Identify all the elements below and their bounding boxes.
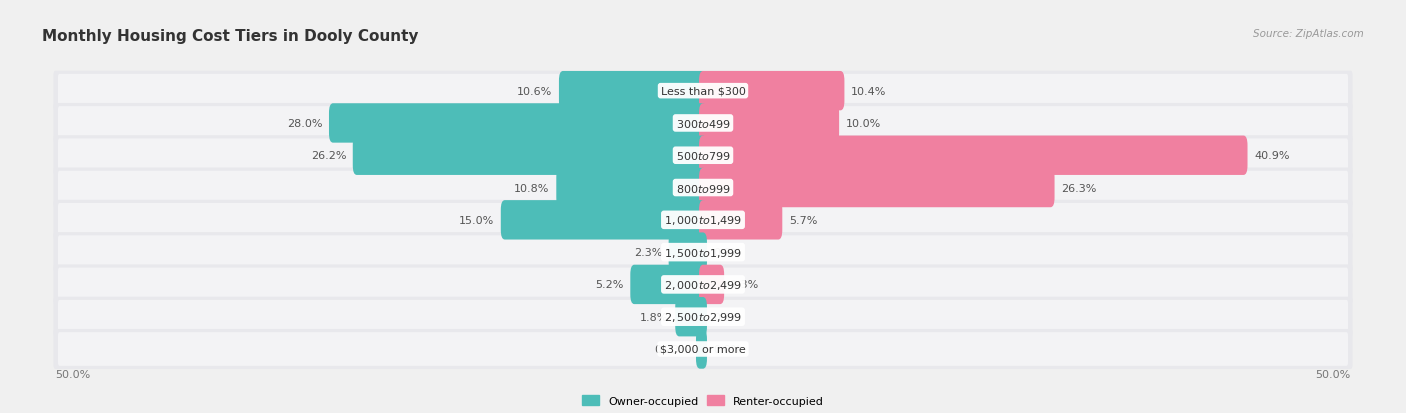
Text: 10.8%: 10.8% <box>515 183 550 193</box>
FancyBboxPatch shape <box>675 297 707 337</box>
FancyBboxPatch shape <box>560 72 707 111</box>
Text: 10.6%: 10.6% <box>517 86 553 96</box>
FancyBboxPatch shape <box>699 136 1247 176</box>
Text: 15.0%: 15.0% <box>458 215 494 225</box>
FancyBboxPatch shape <box>699 169 1054 208</box>
FancyBboxPatch shape <box>58 236 1348 269</box>
Text: 0.0%: 0.0% <box>714 344 742 354</box>
FancyBboxPatch shape <box>58 139 1348 173</box>
FancyBboxPatch shape <box>699 201 782 240</box>
FancyBboxPatch shape <box>53 233 1353 273</box>
FancyBboxPatch shape <box>53 104 1353 144</box>
FancyBboxPatch shape <box>58 268 1348 301</box>
Text: 26.3%: 26.3% <box>1062 183 1097 193</box>
Text: 50.0%: 50.0% <box>1316 369 1351 379</box>
Text: $1,500 to $1,999: $1,500 to $1,999 <box>664 246 742 259</box>
FancyBboxPatch shape <box>53 297 1353 337</box>
FancyBboxPatch shape <box>58 107 1348 140</box>
Text: 5.7%: 5.7% <box>789 215 817 225</box>
Text: $2,500 to $2,999: $2,500 to $2,999 <box>664 311 742 323</box>
Text: $3,000 or more: $3,000 or more <box>661 344 745 354</box>
Text: $300 to $499: $300 to $499 <box>675 118 731 130</box>
FancyBboxPatch shape <box>353 136 707 176</box>
FancyBboxPatch shape <box>53 329 1353 369</box>
FancyBboxPatch shape <box>699 72 845 111</box>
FancyBboxPatch shape <box>557 169 707 208</box>
Text: Source: ZipAtlas.com: Source: ZipAtlas.com <box>1253 29 1364 39</box>
FancyBboxPatch shape <box>699 265 724 304</box>
Text: Monthly Housing Cost Tiers in Dooly County: Monthly Housing Cost Tiers in Dooly Coun… <box>42 29 419 44</box>
FancyBboxPatch shape <box>53 265 1353 305</box>
Text: $800 to $999: $800 to $999 <box>675 182 731 194</box>
FancyBboxPatch shape <box>630 265 707 304</box>
Text: 40.9%: 40.9% <box>1254 151 1289 161</box>
Text: 5.2%: 5.2% <box>595 280 624 290</box>
Text: 1.3%: 1.3% <box>731 280 759 290</box>
Text: 2.3%: 2.3% <box>634 247 662 257</box>
Text: 28.0%: 28.0% <box>287 119 322 128</box>
Text: 1.8%: 1.8% <box>640 312 669 322</box>
Text: 10.4%: 10.4% <box>851 86 886 96</box>
FancyBboxPatch shape <box>699 104 839 143</box>
Legend: Owner-occupied, Renter-occupied: Owner-occupied, Renter-occupied <box>581 393 825 408</box>
Text: $1,000 to $1,499: $1,000 to $1,499 <box>664 214 742 227</box>
Text: Less than $300: Less than $300 <box>661 86 745 96</box>
Text: 0.0%: 0.0% <box>714 312 742 322</box>
Text: 50.0%: 50.0% <box>55 369 90 379</box>
FancyBboxPatch shape <box>58 332 1348 366</box>
Text: 10.0%: 10.0% <box>846 119 882 128</box>
FancyBboxPatch shape <box>501 201 707 240</box>
FancyBboxPatch shape <box>58 75 1348 108</box>
FancyBboxPatch shape <box>53 136 1353 176</box>
FancyBboxPatch shape <box>53 200 1353 240</box>
Text: $500 to $799: $500 to $799 <box>675 150 731 162</box>
FancyBboxPatch shape <box>329 104 707 143</box>
FancyBboxPatch shape <box>58 300 1348 334</box>
FancyBboxPatch shape <box>53 168 1353 208</box>
FancyBboxPatch shape <box>58 204 1348 237</box>
FancyBboxPatch shape <box>58 171 1348 205</box>
FancyBboxPatch shape <box>53 71 1353 112</box>
Text: 26.2%: 26.2% <box>311 151 346 161</box>
Text: $2,000 to $2,499: $2,000 to $2,499 <box>664 278 742 291</box>
FancyBboxPatch shape <box>669 233 707 272</box>
Text: 0.0%: 0.0% <box>714 247 742 257</box>
FancyBboxPatch shape <box>696 330 707 369</box>
Text: 0.23%: 0.23% <box>654 344 689 354</box>
